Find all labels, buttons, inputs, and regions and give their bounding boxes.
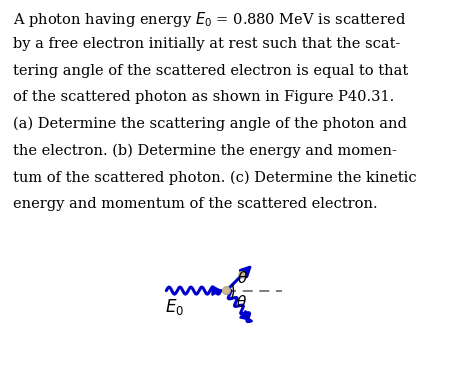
Text: energy and momentum of the scattered electron.: energy and momentum of the scattered ele… (14, 197, 378, 211)
Text: A photon having energy $E_0$ = 0.880 MeV is scattered: A photon having energy $E_0$ = 0.880 MeV… (14, 10, 407, 29)
Circle shape (222, 287, 230, 294)
Text: tering angle of the scattered electron is equal to that: tering angle of the scattered electron i… (14, 63, 409, 77)
Circle shape (239, 272, 246, 278)
Text: $\theta$: $\theta$ (237, 270, 248, 286)
Text: $E_0$: $E_0$ (165, 297, 184, 317)
Text: (a) Determine the scattering angle of the photon and: (a) Determine the scattering angle of th… (14, 117, 407, 131)
Text: by a free electron initially at rest such that the scat-: by a free electron initially at rest suc… (14, 37, 401, 51)
Text: the electron. (b) Determine the energy and momen-: the electron. (b) Determine the energy a… (14, 143, 397, 158)
Text: tum of the scattered photon. (c) Determine the kinetic: tum of the scattered photon. (c) Determi… (14, 170, 417, 185)
Text: $\theta$: $\theta$ (236, 294, 247, 310)
Text: of the scattered photon as shown in Figure P40.31.: of the scattered photon as shown in Figu… (14, 90, 395, 104)
